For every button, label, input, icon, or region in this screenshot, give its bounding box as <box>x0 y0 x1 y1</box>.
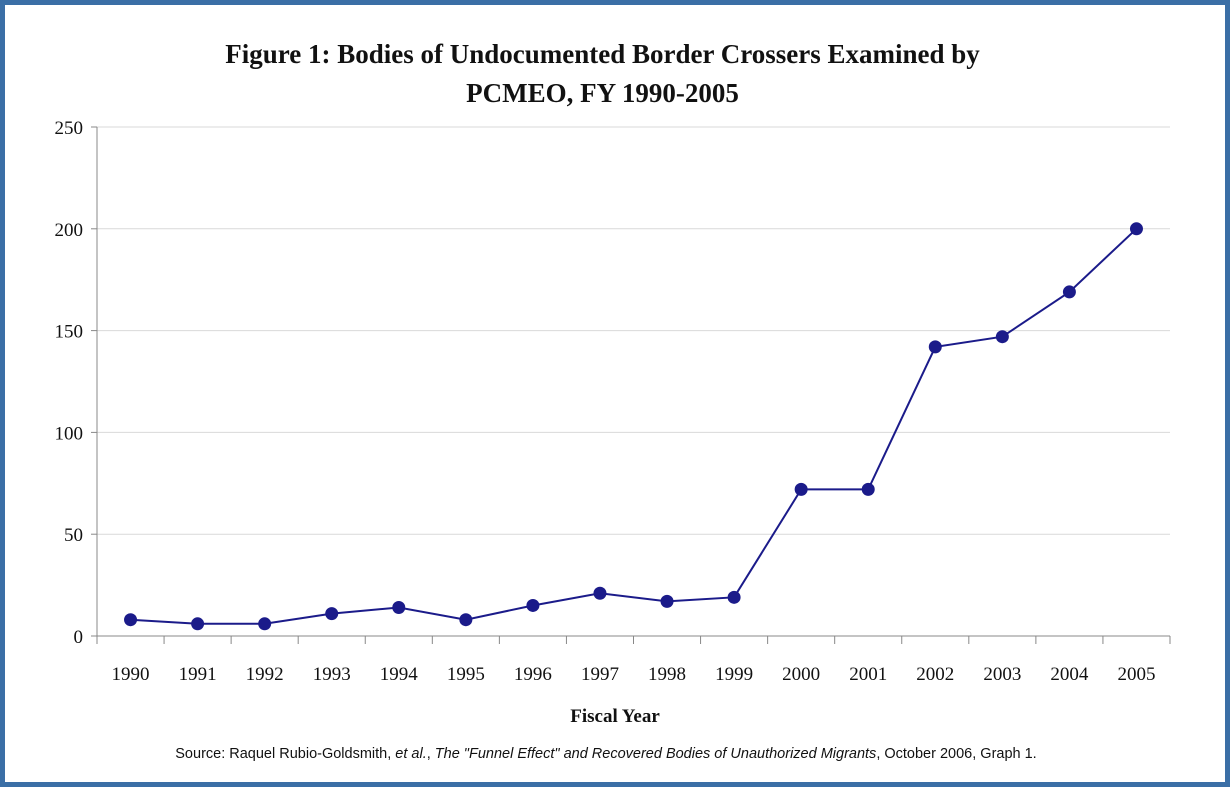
x-tick-label-1998: 1998 <box>648 664 686 685</box>
data-point-2003 <box>995 330 1009 344</box>
series-bodies-examined <box>124 222 1143 631</box>
x-tick-label-1992: 1992 <box>246 664 284 685</box>
x-tick-label-1997: 1997 <box>581 664 619 685</box>
axes <box>91 126 1171 644</box>
data-point-1997 <box>593 586 607 600</box>
y-tick-label: 50 <box>64 525 83 546</box>
x-tick-label-1991: 1991 <box>179 664 217 685</box>
x-tick-label-2001: 2001 <box>849 664 887 685</box>
x-tick-label-1993: 1993 <box>313 664 351 685</box>
x-tick-label-2003: 2003 <box>983 664 1021 685</box>
chart-title: Figure 1: Bodies of Undocumented Border … <box>5 35 1200 113</box>
data-point-2005 <box>1129 222 1143 236</box>
data-point-2001 <box>861 482 875 496</box>
x-axis-ticks: 1990 1991 1992 1993 1994 1995 1996 1997 1998 1999… <box>112 664 1156 685</box>
data-point-1993 <box>325 607 339 621</box>
data-point-1996 <box>526 598 540 612</box>
series-line <box>130 228 1138 625</box>
data-point-1995 <box>459 613 473 627</box>
x-tick-label-1999: 1999 <box>715 664 753 685</box>
x-tick-label-1990: 1990 <box>112 664 150 685</box>
x-tick-label-2002: 2002 <box>916 664 954 685</box>
y-tick-label: 100 <box>55 423 84 444</box>
y-axis-ticks: 0 50 100 150 200 250 <box>55 118 84 648</box>
data-point-1994 <box>392 600 406 614</box>
source-work-title: The "Funnel Effect" and Recovered Bodies… <box>434 746 877 762</box>
data-point-2000 <box>794 482 808 496</box>
source-suffix: , October 2006, Graph 1. <box>876 746 1037 762</box>
x-tick-label-2004: 2004 <box>1050 664 1089 685</box>
source-etal: et al. <box>395 746 427 762</box>
data-point-2004 <box>1062 285 1076 299</box>
y-tick-label: 0 <box>74 627 84 648</box>
gridlines <box>97 126 1170 535</box>
chart-title-line-2: PCMEO, FY 1990-2005 <box>466 78 739 108</box>
x-tick-label-1996: 1996 <box>514 664 552 685</box>
data-point-1991 <box>191 617 205 631</box>
x-axis-label: Fiscal Year <box>570 706 660 727</box>
data-point-1999 <box>727 590 741 604</box>
data-point-1990 <box>124 613 138 627</box>
x-tick-label-2000: 2000 <box>782 664 820 685</box>
source-sep: , <box>426 746 435 762</box>
source-note: Source: Raquel Rubio-Goldsmith, et al. , … <box>0 746 1212 762</box>
data-point-1998 <box>660 594 674 608</box>
x-tick-label-1995: 1995 <box>447 664 485 685</box>
y-tick-label: 250 <box>55 118 84 139</box>
data-point-2002 <box>928 340 942 354</box>
x-tick-label-1994: 1994 <box>380 664 419 685</box>
chart-title-line-1: Figure 1: Bodies of Undocumented Border … <box>225 39 980 69</box>
source-prefix: Source: Raquel Rubio-Goldsmith, <box>175 746 396 762</box>
data-point-1992 <box>258 617 272 631</box>
x-tick-label-2005: 2005 <box>1117 664 1155 685</box>
y-tick-label: 200 <box>55 220 84 241</box>
y-tick-label: 150 <box>55 322 84 343</box>
